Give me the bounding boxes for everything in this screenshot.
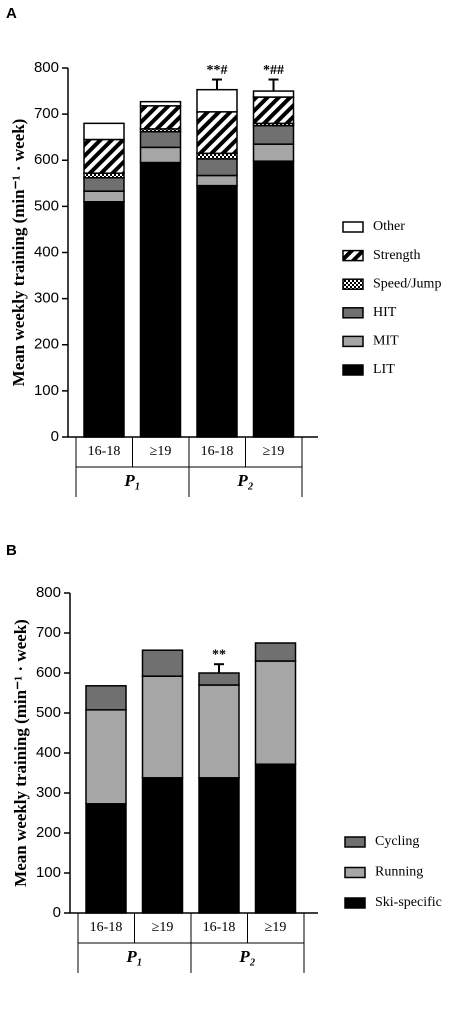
- bar-segment: [198, 672, 240, 686]
- group-label: P₁: [123, 471, 140, 490]
- y-tick-label: 500: [34, 197, 59, 214]
- legend-label: MIT: [373, 334, 399, 349]
- bar-segment: [254, 763, 297, 914]
- bar-segment: [196, 158, 238, 177]
- bar-segment: [139, 161, 182, 438]
- y-tick-label: 500: [36, 704, 61, 721]
- legend-label: LIT: [373, 362, 395, 377]
- significance-label: **: [212, 647, 226, 662]
- bar-segment: [252, 160, 295, 438]
- legend-label: Ski-specific: [375, 895, 442, 910]
- legend-label: Other: [373, 219, 405, 234]
- legend-swatch: [342, 221, 364, 233]
- bar-segment: [198, 684, 240, 779]
- x-tick-label: 16-18: [203, 920, 236, 935]
- y-tick-label: 100: [34, 382, 59, 399]
- y-tick-label: 800: [36, 584, 61, 601]
- panel-label: A: [6, 5, 17, 22]
- y-tick-label: 300: [34, 290, 59, 307]
- bar-segment: [198, 777, 240, 914]
- bar-segment: [252, 96, 295, 125]
- bar-segment: [83, 201, 125, 438]
- y-tick-label: 600: [36, 664, 61, 681]
- bar-segment: [83, 177, 125, 192]
- x-tick-label: ≥19: [150, 444, 172, 459]
- legend-swatch: [344, 897, 366, 909]
- x-tick-label: ≥19: [265, 920, 287, 935]
- y-tick-label: 400: [36, 744, 61, 761]
- group-label: P₁: [125, 947, 142, 966]
- y-tick-label: 700: [34, 105, 59, 122]
- y-tick-label: 0: [51, 428, 59, 445]
- legend-label: Strength: [373, 248, 420, 263]
- bar-segment: [83, 122, 125, 141]
- bar-segment: [252, 90, 295, 98]
- x-tick-label: ≥19: [152, 920, 174, 935]
- bar-segment: [139, 130, 182, 149]
- bar-segment: [196, 88, 238, 113]
- y-axis-label: Mean weekly training (min⁻¹ · week): [9, 119, 28, 387]
- bar-segment: [141, 649, 184, 677]
- legend-swatch: [342, 335, 364, 348]
- significance-label: **#: [207, 63, 228, 78]
- significance-label: *##: [263, 63, 284, 78]
- bar-segment: [252, 124, 295, 145]
- legend-swatch: [344, 866, 366, 879]
- y-tick-label: 600: [34, 151, 59, 168]
- x-tick-label: 16-18: [90, 920, 123, 935]
- bar-segment: [254, 660, 297, 765]
- bar-segment: [139, 100, 182, 107]
- bar-segment: [196, 184, 238, 438]
- bar-segment: [139, 146, 182, 164]
- y-tick-label: 200: [36, 824, 61, 841]
- legend-swatch: [342, 278, 364, 290]
- y-tick-label: 200: [34, 336, 59, 353]
- legend-label: Cycling: [375, 834, 419, 849]
- legend-label: HIT: [373, 305, 397, 320]
- y-tick-label: 800: [34, 59, 59, 76]
- legend-label: Speed/Jump: [373, 276, 441, 291]
- y-tick-label: 400: [34, 243, 59, 260]
- bar-segment: [141, 777, 184, 914]
- legend-label: Running: [375, 865, 423, 880]
- legend-swatch: [342, 307, 364, 319]
- group-label: P₂: [238, 947, 255, 966]
- bar-segment: [85, 803, 127, 914]
- legend-swatch: [344, 836, 366, 848]
- x-tick-label: ≥19: [263, 444, 285, 459]
- y-tick-label: 0: [53, 904, 61, 921]
- bar-segment: [252, 143, 295, 162]
- panel-label: B: [6, 542, 17, 559]
- legend-swatch: [342, 249, 364, 262]
- legend-swatch: [342, 364, 364, 376]
- bar-segment: [196, 111, 238, 155]
- bar-segment: [196, 174, 238, 187]
- bar-segment: [85, 685, 127, 711]
- x-tick-label: 16-18: [201, 444, 234, 459]
- bar-segment: [85, 709, 127, 805]
- bar-segment: [254, 642, 297, 662]
- bar-segment: [83, 138, 125, 174]
- bar-segment: [139, 105, 182, 130]
- bar-segment: [141, 675, 184, 779]
- x-tick-label: 16-18: [88, 444, 121, 459]
- y-tick-label: 300: [36, 784, 61, 801]
- bar-segment: [83, 190, 125, 203]
- y-axis-label: Mean weekly training (min⁻¹ · week): [11, 619, 30, 887]
- group-label: P₂: [236, 471, 253, 490]
- y-tick-label: 100: [36, 864, 61, 881]
- y-tick-label: 700: [36, 624, 61, 641]
- bar-segment: [196, 152, 238, 160]
